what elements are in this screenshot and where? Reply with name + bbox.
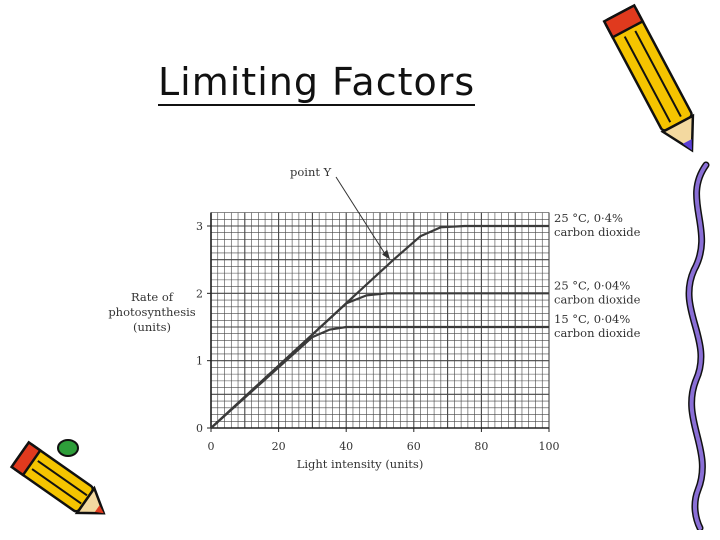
y-axis-label-line: photosynthesis [108,305,195,319]
squiggle-icon [685,161,710,530]
y-tick-label: 3 [196,220,203,233]
y-tick-label: 0 [196,422,203,435]
series-label-line: 25 °C, 0·4% [554,211,623,225]
series-label-line: carbon dioxide [554,292,641,306]
series-label-line: carbon dioxide [554,326,641,340]
x-axis-label: Light intensity (units) [297,457,424,471]
point-y-arrow [335,176,387,256]
x-tick-label: 100 [539,440,560,453]
point-y-label: point Y [290,165,332,179]
x-tick-label: 40 [339,440,353,453]
series-label-line: 15 °C, 0·04% [554,312,630,326]
slide-title: Limiting Factors [158,60,476,106]
series-label-line: carbon dioxide [554,225,641,239]
x-tick-label: 80 [474,440,488,453]
chart-ticks: 0 20 40 60 80 100 0 1 2 3 [196,220,560,453]
series-label-1: 25 °C, 0·4% carbon dioxide [554,211,641,239]
series-label-2: 25 °C, 0·04% carbon dioxide [554,278,641,306]
pencil-icon [9,439,106,515]
x-tick-label: 60 [407,440,421,453]
series-label-3: 15 °C, 0·04% carbon dioxide [554,312,641,340]
x-tick-label: 0 [208,440,215,453]
chart-axes [210,212,549,429]
series-line-2 [210,292,549,429]
y-tick-label: 1 [196,355,203,368]
chart-series [210,224,549,429]
y-tick-label: 2 [196,287,203,300]
series-label-line: 25 °C, 0·04% [554,278,630,292]
y-axis-label: Rate of photosynthesis (units) [108,290,195,334]
pencil-icon [602,3,695,153]
point-y-arrowhead [382,249,391,260]
y-axis-label-line: (units) [133,320,171,334]
x-tick-label: 20 [272,440,286,453]
series-line-1 [210,224,549,429]
series-line-3 [210,325,549,429]
y-axis-label-line: Rate of [131,290,174,304]
chart-grid [210,212,550,429]
